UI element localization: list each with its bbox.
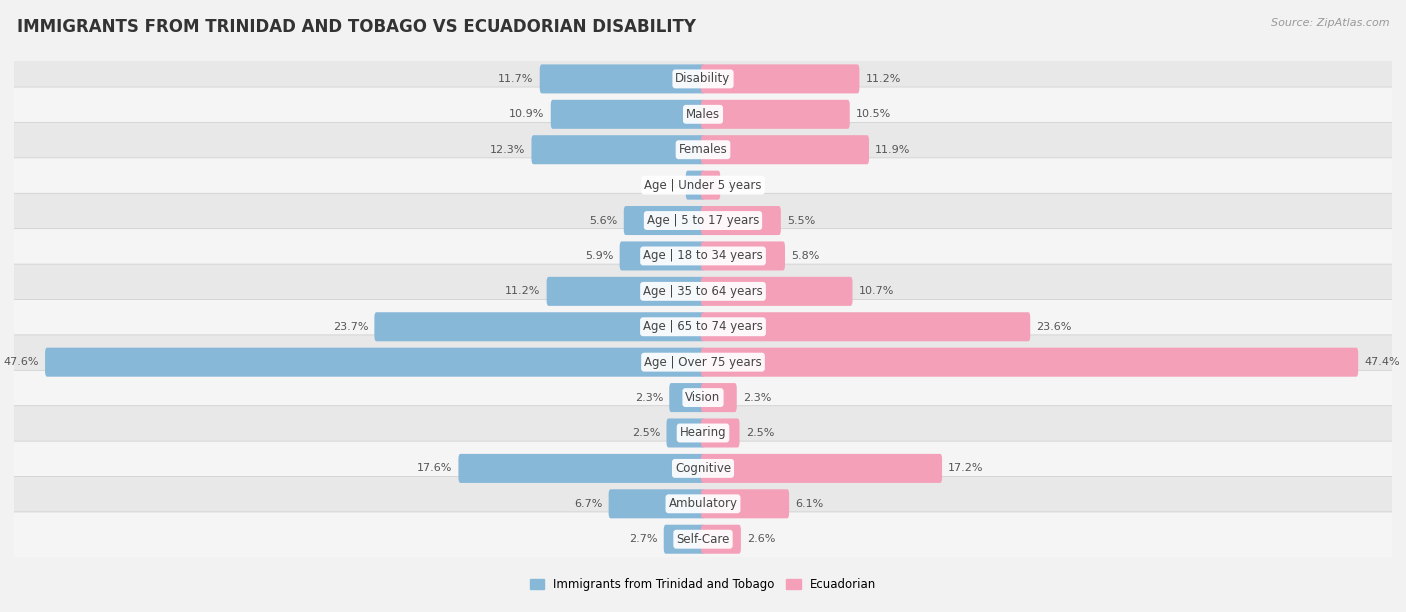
FancyBboxPatch shape xyxy=(702,241,785,271)
Text: Hearing: Hearing xyxy=(679,427,727,439)
FancyBboxPatch shape xyxy=(702,454,942,483)
FancyBboxPatch shape xyxy=(10,441,1396,496)
FancyBboxPatch shape xyxy=(10,299,1396,354)
Text: 12.3%: 12.3% xyxy=(489,144,526,155)
FancyBboxPatch shape xyxy=(702,489,789,518)
FancyBboxPatch shape xyxy=(547,277,704,306)
Text: IMMIGRANTS FROM TRINIDAD AND TOBAGO VS ECUADORIAN DISABILITY: IMMIGRANTS FROM TRINIDAD AND TOBAGO VS E… xyxy=(17,18,696,36)
Text: 1.1%: 1.1% xyxy=(651,180,679,190)
Text: Age | 18 to 34 years: Age | 18 to 34 years xyxy=(643,250,763,263)
Text: Ambulatory: Ambulatory xyxy=(668,498,738,510)
Text: Age | Over 75 years: Age | Over 75 years xyxy=(644,356,762,368)
Text: Cognitive: Cognitive xyxy=(675,462,731,475)
Text: 10.5%: 10.5% xyxy=(856,110,891,119)
FancyBboxPatch shape xyxy=(374,312,704,341)
Text: Age | 5 to 17 years: Age | 5 to 17 years xyxy=(647,214,759,227)
FancyBboxPatch shape xyxy=(664,524,704,554)
Text: 1.1%: 1.1% xyxy=(727,180,755,190)
FancyBboxPatch shape xyxy=(10,264,1396,319)
FancyBboxPatch shape xyxy=(702,206,780,235)
Text: Age | 35 to 64 years: Age | 35 to 64 years xyxy=(643,285,763,298)
Text: 5.6%: 5.6% xyxy=(589,215,617,226)
FancyBboxPatch shape xyxy=(10,51,1396,106)
Text: 17.6%: 17.6% xyxy=(416,463,453,474)
FancyBboxPatch shape xyxy=(702,348,1358,377)
Text: Females: Females xyxy=(679,143,727,156)
FancyBboxPatch shape xyxy=(702,419,740,447)
FancyBboxPatch shape xyxy=(531,135,704,164)
FancyBboxPatch shape xyxy=(10,335,1396,389)
Text: 47.6%: 47.6% xyxy=(3,357,39,367)
Text: 10.9%: 10.9% xyxy=(509,110,544,119)
Text: 2.7%: 2.7% xyxy=(628,534,658,544)
FancyBboxPatch shape xyxy=(669,383,704,412)
FancyBboxPatch shape xyxy=(45,348,704,377)
Text: Age | Under 5 years: Age | Under 5 years xyxy=(644,179,762,192)
FancyBboxPatch shape xyxy=(540,64,704,94)
FancyBboxPatch shape xyxy=(609,489,704,518)
Text: 6.1%: 6.1% xyxy=(796,499,824,509)
FancyBboxPatch shape xyxy=(458,454,704,483)
FancyBboxPatch shape xyxy=(702,100,849,129)
FancyBboxPatch shape xyxy=(10,193,1396,248)
FancyBboxPatch shape xyxy=(702,135,869,164)
FancyBboxPatch shape xyxy=(10,370,1396,425)
FancyBboxPatch shape xyxy=(686,171,704,200)
FancyBboxPatch shape xyxy=(702,277,852,306)
Text: 17.2%: 17.2% xyxy=(948,463,984,474)
Text: Source: ZipAtlas.com: Source: ZipAtlas.com xyxy=(1271,18,1389,28)
Text: 23.6%: 23.6% xyxy=(1036,322,1071,332)
FancyBboxPatch shape xyxy=(620,241,704,271)
Text: 2.3%: 2.3% xyxy=(634,392,664,403)
Legend: Immigrants from Trinidad and Tobago, Ecuadorian: Immigrants from Trinidad and Tobago, Ecu… xyxy=(524,573,882,595)
Text: 47.4%: 47.4% xyxy=(1364,357,1400,367)
FancyBboxPatch shape xyxy=(10,477,1396,531)
FancyBboxPatch shape xyxy=(702,312,1031,341)
Text: 11.9%: 11.9% xyxy=(875,144,911,155)
FancyBboxPatch shape xyxy=(10,122,1396,177)
Text: 11.2%: 11.2% xyxy=(505,286,540,296)
FancyBboxPatch shape xyxy=(10,158,1396,212)
FancyBboxPatch shape xyxy=(10,406,1396,460)
Text: 2.5%: 2.5% xyxy=(745,428,775,438)
Text: 5.9%: 5.9% xyxy=(585,251,613,261)
FancyBboxPatch shape xyxy=(551,100,704,129)
FancyBboxPatch shape xyxy=(624,206,704,235)
Text: 5.5%: 5.5% xyxy=(787,215,815,226)
Text: 6.7%: 6.7% xyxy=(574,499,602,509)
FancyBboxPatch shape xyxy=(10,87,1396,141)
Text: 2.5%: 2.5% xyxy=(631,428,661,438)
FancyBboxPatch shape xyxy=(702,383,737,412)
FancyBboxPatch shape xyxy=(702,171,720,200)
FancyBboxPatch shape xyxy=(10,512,1396,567)
Text: Vision: Vision xyxy=(685,391,721,404)
Text: Males: Males xyxy=(686,108,720,121)
Text: 10.7%: 10.7% xyxy=(859,286,894,296)
FancyBboxPatch shape xyxy=(666,419,704,447)
FancyBboxPatch shape xyxy=(702,64,859,94)
FancyBboxPatch shape xyxy=(10,229,1396,283)
Text: 11.7%: 11.7% xyxy=(498,74,533,84)
FancyBboxPatch shape xyxy=(702,524,741,554)
Text: Disability: Disability xyxy=(675,72,731,86)
Text: 2.6%: 2.6% xyxy=(747,534,776,544)
Text: Self-Care: Self-Care xyxy=(676,532,730,546)
Text: Age | 65 to 74 years: Age | 65 to 74 years xyxy=(643,320,763,334)
Text: 11.2%: 11.2% xyxy=(866,74,901,84)
Text: 2.3%: 2.3% xyxy=(742,392,772,403)
Text: 23.7%: 23.7% xyxy=(333,322,368,332)
Text: 5.8%: 5.8% xyxy=(792,251,820,261)
